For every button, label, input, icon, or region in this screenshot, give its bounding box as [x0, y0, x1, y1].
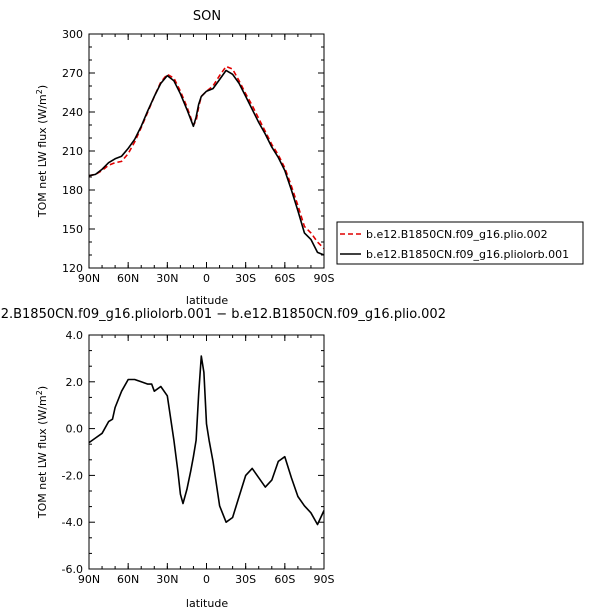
- y-axis-label: TOM net LW flux (W/m2): [35, 386, 49, 519]
- x-tick-label: 90N: [78, 573, 100, 586]
- x-axis-label: latitude: [186, 294, 228, 307]
- series-line-1: [88, 69, 325, 256]
- y-tick-label: -4.0: [62, 516, 83, 529]
- y-tick-label: 300: [62, 28, 83, 41]
- plot-frame: [88, 334, 325, 570]
- x-tick-label: 60S: [274, 272, 295, 285]
- y-tick-label: -2.0: [62, 469, 83, 482]
- x-tick-label: 30N: [156, 272, 178, 285]
- x-tick-label: 60S: [274, 573, 295, 586]
- y-tick-label: 2.0: [66, 376, 84, 389]
- y-tick-label: 210: [62, 145, 83, 158]
- x-axis-label: latitude: [186, 597, 228, 610]
- y-tick-label: 270: [62, 67, 83, 80]
- chart-title: b.e12.B1850CN.f09_g16.pliolorb.001 − b.e…: [0, 307, 446, 322]
- x-tick-label: 30S: [235, 272, 256, 285]
- plot-area: 90N 60N 30N 0 30S 60S 90S 120 150 180 210 240 270 300: [62, 28, 335, 285]
- series-line-0: [88, 65, 325, 250]
- y-tick-label: 180: [62, 184, 83, 197]
- y-tick-label: -6.0: [62, 563, 83, 576]
- y-tick-label: 0.0: [66, 423, 84, 436]
- x-tick-label: 60N: [117, 272, 139, 285]
- legend-label-plio: b.e12.B1850CN.f09_g16.plio.002: [366, 228, 548, 241]
- x-tick-label: 90S: [314, 272, 335, 285]
- y-tick-label: 4.0: [66, 329, 84, 342]
- x-tick-label: 0: [203, 272, 210, 285]
- plot-frame: [88, 33, 325, 269]
- y-axis-label: TOM net LW flux (W/m2): [35, 85, 49, 218]
- legend-label-pliolorb: b.e12.B1850CN.f09_g16.pliolorb.001: [366, 248, 569, 261]
- legend: b.e12.B1850CN.f09_g16.plio.002 b.e12.B18…: [336, 221, 584, 265]
- y-tick-label: 120: [62, 262, 83, 275]
- top-panel-son: SON 90N 60N 30N 0 30S 60S 90S 120 150 180 210 240 27…: [35, 9, 584, 307]
- x-tick-label: 90N: [78, 272, 100, 285]
- y-tick-label: 240: [62, 106, 83, 119]
- legend-box: [336, 221, 584, 265]
- y-tick-label: 150: [62, 223, 83, 236]
- chart-title: SON: [193, 9, 221, 24]
- plot-area: 90N 60N 30N 0 30S 60S 90S 4.0 2.0 0.0 -2.0 -4.0 -6.0: [62, 329, 335, 586]
- x-tick-label: 30N: [156, 573, 178, 586]
- x-tick-label: 90S: [314, 573, 335, 586]
- x-tick-label: 60N: [117, 573, 139, 586]
- bottom-panel-difference: b.e12.B1850CN.f09_g16.pliolorb.001 − b.e…: [0, 307, 446, 610]
- x-tick-label: 30S: [235, 573, 256, 586]
- series-line-0: [88, 355, 325, 526]
- x-tick-label: 0: [203, 573, 210, 586]
